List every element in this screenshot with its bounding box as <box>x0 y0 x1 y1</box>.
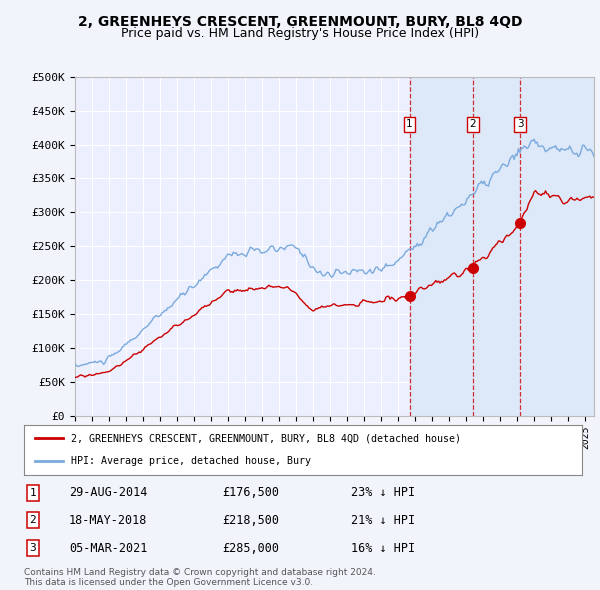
Bar <box>410 77 594 416</box>
Text: 16% ↓ HPI: 16% ↓ HPI <box>351 542 415 555</box>
Text: 2: 2 <box>29 516 37 525</box>
Text: Price paid vs. HM Land Registry's House Price Index (HPI): Price paid vs. HM Land Registry's House … <box>121 27 479 40</box>
Text: £285,000: £285,000 <box>222 542 279 555</box>
Text: Contains HM Land Registry data © Crown copyright and database right 2024.
This d: Contains HM Land Registry data © Crown c… <box>24 568 376 587</box>
Text: 23% ↓ HPI: 23% ↓ HPI <box>351 486 415 499</box>
Text: £176,500: £176,500 <box>222 486 279 499</box>
Text: 3: 3 <box>29 543 37 553</box>
Text: 05-MAR-2021: 05-MAR-2021 <box>69 542 148 555</box>
Text: £218,500: £218,500 <box>222 514 279 527</box>
Text: 1: 1 <box>29 488 37 497</box>
Text: 18-MAY-2018: 18-MAY-2018 <box>69 514 148 527</box>
Text: 2, GREENHEYS CRESCENT, GREENMOUNT, BURY, BL8 4QD: 2, GREENHEYS CRESCENT, GREENMOUNT, BURY,… <box>78 15 522 29</box>
Text: 21% ↓ HPI: 21% ↓ HPI <box>351 514 415 527</box>
Text: 29-AUG-2014: 29-AUG-2014 <box>69 486 148 499</box>
Text: 2, GREENHEYS CRESCENT, GREENMOUNT, BURY, BL8 4QD (detached house): 2, GREENHEYS CRESCENT, GREENMOUNT, BURY,… <box>71 433 461 443</box>
Text: HPI: Average price, detached house, Bury: HPI: Average price, detached house, Bury <box>71 457 311 467</box>
Text: 1: 1 <box>406 119 413 129</box>
Text: 3: 3 <box>517 119 524 129</box>
Text: 2: 2 <box>469 119 476 129</box>
